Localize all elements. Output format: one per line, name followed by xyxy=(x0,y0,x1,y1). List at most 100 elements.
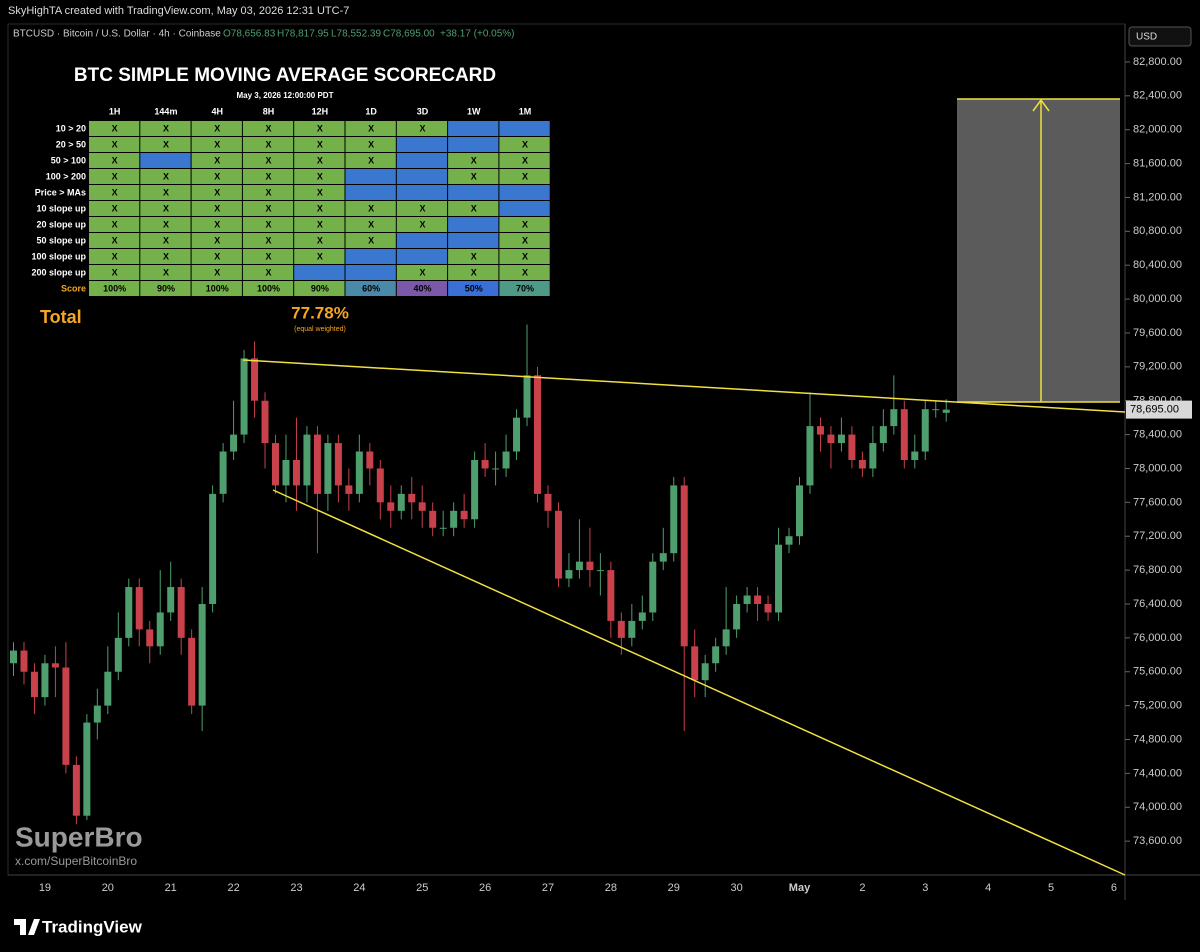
row-label: 100 slope up xyxy=(31,251,86,261)
ohlc-low: L78,552.39 xyxy=(331,29,381,40)
row-label: 100 > 200 xyxy=(46,171,86,181)
cell-mark: X xyxy=(522,139,528,149)
score-cell xyxy=(140,185,191,200)
score-cell xyxy=(294,153,345,168)
score-cell xyxy=(242,121,294,136)
cell-mark: X xyxy=(112,251,118,261)
score-cell xyxy=(191,201,242,216)
cell-mark: X xyxy=(112,155,118,165)
score-cell xyxy=(242,201,294,216)
score-cell xyxy=(191,185,242,200)
y-tick-label: 76,000.00 xyxy=(1133,632,1182,644)
candle-body xyxy=(617,620,625,638)
score-cell xyxy=(345,169,396,184)
cell-mark: X xyxy=(317,123,323,133)
candle-body xyxy=(785,536,793,545)
currency[interactable]: USD xyxy=(1136,32,1157,43)
score-cell xyxy=(396,137,448,152)
cell-mark: X xyxy=(112,139,118,149)
watermark-name: SuperBro xyxy=(15,821,143,852)
candle-body xyxy=(334,443,342,486)
x-tick-label: 23 xyxy=(290,882,302,894)
cell-mark: X xyxy=(163,139,169,149)
score-cell xyxy=(448,217,499,232)
cell-mark: X xyxy=(266,155,272,165)
cell-mark: X xyxy=(317,219,323,229)
cell-mark: X xyxy=(266,267,272,277)
score-cell xyxy=(294,121,345,136)
x-tick-label: 3 xyxy=(922,882,928,894)
x-tick-label: 28 xyxy=(605,882,617,894)
cell-mark: X xyxy=(522,235,528,245)
score-value: 100% xyxy=(103,283,126,293)
score-cell xyxy=(89,265,140,280)
candle-body xyxy=(764,603,772,613)
candle-body xyxy=(324,443,332,494)
candle-body xyxy=(471,460,479,520)
score-cell xyxy=(396,121,448,136)
score-cell xyxy=(396,249,448,264)
cell-mark: X xyxy=(214,187,220,197)
y-tick-label: 75,600.00 xyxy=(1133,666,1182,678)
candle-body xyxy=(156,612,164,647)
candle-body xyxy=(209,493,217,604)
candle-body xyxy=(251,358,259,401)
cell-mark: X xyxy=(471,251,477,261)
upper-trendline xyxy=(242,359,1126,413)
candle-body xyxy=(355,451,363,494)
cell-mark: X xyxy=(214,171,220,181)
ohlc-open: O78,656.83 xyxy=(223,29,276,40)
cell-mark: X xyxy=(368,155,374,165)
score-cell xyxy=(499,233,550,248)
currency-button[interactable] xyxy=(1128,26,1192,47)
ohlc-high: H78,817.95 xyxy=(277,29,329,40)
score-value: 70% xyxy=(516,283,534,293)
candle-body xyxy=(942,409,950,413)
candle-body xyxy=(554,510,562,579)
column-header: 3D xyxy=(417,106,429,116)
score-cell xyxy=(242,265,294,280)
score-total-cell xyxy=(242,281,294,296)
score-cell xyxy=(396,153,448,168)
score-total-cell xyxy=(345,281,396,296)
candle-body xyxy=(900,409,908,460)
cell-mark: X xyxy=(266,171,272,181)
candle-body xyxy=(408,493,416,503)
candle-body xyxy=(114,637,122,672)
score-cell xyxy=(448,121,499,136)
y-tick-label: 74,400.00 xyxy=(1133,767,1182,779)
cell-mark: X xyxy=(471,171,477,181)
row-label: 50 > 100 xyxy=(51,155,86,165)
cell-mark: X xyxy=(214,235,220,245)
score-cell xyxy=(242,249,294,264)
cell-mark: X xyxy=(522,171,528,181)
score-cell xyxy=(294,137,345,152)
score-cell xyxy=(499,217,550,232)
candle-body xyxy=(932,409,940,411)
score-cell xyxy=(191,137,242,152)
score-cell xyxy=(140,121,191,136)
brand: TradingView xyxy=(42,917,143,936)
score-total-cell xyxy=(396,281,448,296)
candle-body xyxy=(20,650,28,672)
score-cell xyxy=(140,249,191,264)
score-cell xyxy=(242,185,294,200)
score-cell xyxy=(499,137,550,152)
y-tick-label: 78,400.00 xyxy=(1133,428,1182,440)
row-label: 20 slope up xyxy=(36,219,86,229)
cell-mark: X xyxy=(266,219,272,229)
candle-body xyxy=(858,460,866,469)
candle-body xyxy=(722,629,730,647)
cell-mark: X xyxy=(112,203,118,213)
candle-body xyxy=(586,561,594,571)
target-zone xyxy=(957,99,1120,402)
candle-body xyxy=(743,595,751,604)
candle-body xyxy=(72,764,80,816)
y-tick-label: 79,600.00 xyxy=(1133,327,1182,339)
cell-mark: X xyxy=(112,187,118,197)
score-cell xyxy=(448,185,499,200)
arrow-head xyxy=(1032,98,1050,112)
candle-body xyxy=(492,468,500,470)
candle-body xyxy=(261,400,269,444)
cell-mark: X xyxy=(522,155,528,165)
